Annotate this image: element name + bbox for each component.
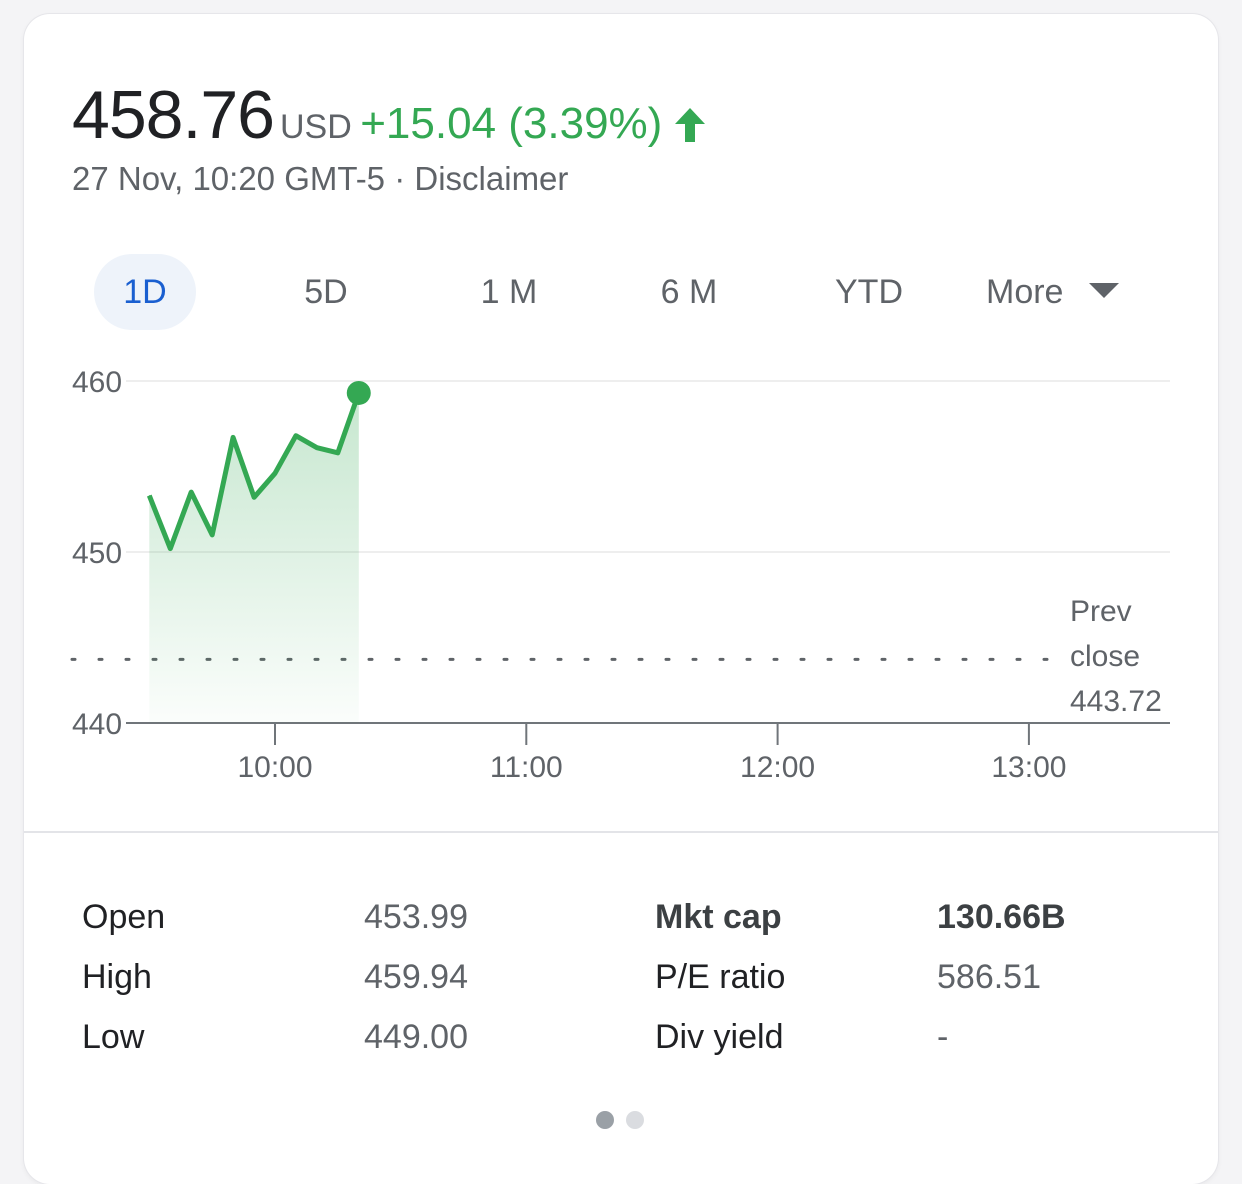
separator-dot: · (394, 160, 406, 197)
x-tick-label-1300: 13:00 (991, 751, 1066, 784)
currency-label: USD (279, 108, 352, 146)
price-point-0 (148, 495, 150, 497)
prev-close-label-2: close (1070, 640, 1140, 673)
price-point-7 (295, 435, 297, 437)
price-point-9 (337, 452, 339, 454)
pager-dot-2[interactable] (626, 1111, 644, 1129)
arrow-up-icon (673, 106, 707, 149)
stat-label-div-yield: Div yield (655, 1018, 784, 1056)
tab-6m[interactable]: 6 M (660, 273, 718, 311)
stat-value-low: 449.00 (364, 1018, 468, 1056)
price-point-1 (169, 548, 171, 550)
stat-value-mkt-cap: 130.66B (937, 898, 1066, 936)
y-tick-label-450: 450 (72, 537, 122, 570)
tab-more-label: More (986, 273, 1064, 311)
stat-value-div-yield: - (937, 1018, 949, 1056)
stat-value-open: 453.99 (364, 898, 468, 936)
section-divider (24, 831, 1218, 833)
x-tick-label-1200: 12:00 (740, 751, 815, 784)
current-price: 458.76 (72, 77, 275, 153)
price-row: 458.76 USD +15.04 (3.39%) (72, 76, 707, 155)
stat-value-pe-ratio: 586.51 (937, 958, 1041, 996)
stat-label-high: High (82, 958, 152, 996)
stat-label-open: Open (82, 898, 166, 936)
prev-close-label-1: Prev (1070, 595, 1132, 628)
range-tabs: 1D 5D 1 M 6 M YTD More (24, 254, 1218, 330)
price-point-4 (232, 436, 234, 438)
tab-1m[interactable]: 1 M (480, 273, 538, 311)
stat-label-pe-ratio: P/E ratio (655, 958, 786, 996)
price-area-fill (149, 393, 359, 723)
tab-5d[interactable]: 5D (304, 273, 348, 311)
prev-close-value: 443.72 (1070, 685, 1162, 718)
stock-card: 458.76 USD +15.04 (3.39%) 27 Nov, 10:20 G… (24, 14, 1218, 1184)
price-point-8 (316, 447, 318, 449)
price-point-5 (253, 496, 255, 498)
dropdown-arrow-icon (1089, 282, 1120, 298)
tab-ytd[interactable]: YTD (835, 273, 903, 311)
quote-timestamp: 27 Nov, 10:20 GMT-5 (72, 160, 386, 197)
stat-label-low: Low (82, 1018, 145, 1056)
quote-subline: 27 Nov, 10:20 GMT-5 · Disclaimer (72, 160, 568, 198)
price-change: +15.04 (3.39%) (360, 99, 663, 148)
price-point-6 (274, 472, 276, 474)
price-point-2 (190, 491, 192, 493)
disclaimer-link[interactable]: Disclaimer (414, 160, 569, 197)
price-point-3 (211, 534, 213, 536)
tab-1d[interactable]: 1D (94, 254, 196, 330)
stat-value-high: 459.94 (364, 958, 468, 996)
pager-dot-1[interactable] (596, 1111, 614, 1129)
x-tick-label-1100: 11:00 (490, 751, 563, 784)
y-tick-label-440: 440 (72, 708, 122, 741)
y-tick-label-460: 460 (72, 366, 122, 399)
price-chart[interactable]: 440 450 460 10:00 11:00 12:00 13:00 Prev close 44… (24, 359, 1218, 819)
x-tick-label-1000: 10:00 (237, 751, 312, 784)
stat-label-mkt-cap: Mkt cap (655, 898, 782, 936)
tab-more[interactable]: More (986, 254, 1156, 330)
current-price-marker (346, 380, 371, 405)
